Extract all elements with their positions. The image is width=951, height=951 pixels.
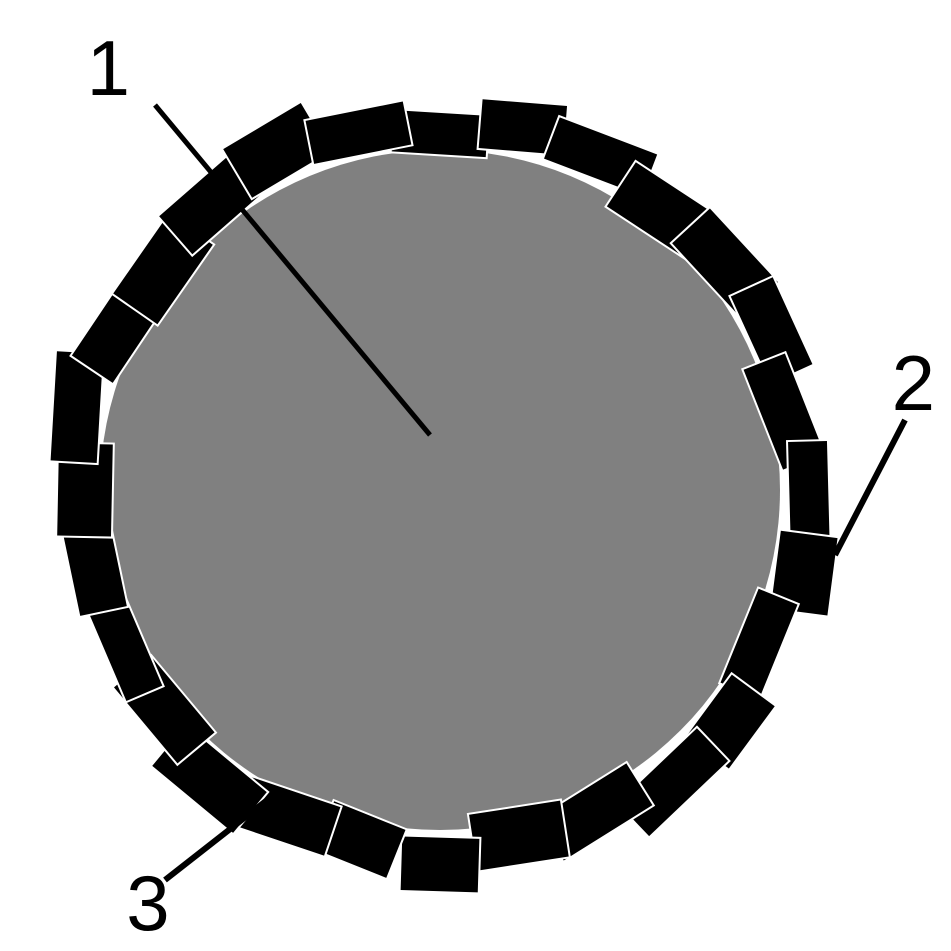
callout-line-2 bbox=[835, 420, 905, 555]
ring-rect bbox=[787, 440, 831, 540]
ring-rect bbox=[400, 835, 481, 893]
diagram-svg: 1 2 3 bbox=[0, 0, 951, 951]
callout-label-2: 2 bbox=[892, 339, 935, 427]
callout-label-3: 3 bbox=[126, 859, 169, 947]
callout-label-1: 1 bbox=[87, 24, 130, 112]
